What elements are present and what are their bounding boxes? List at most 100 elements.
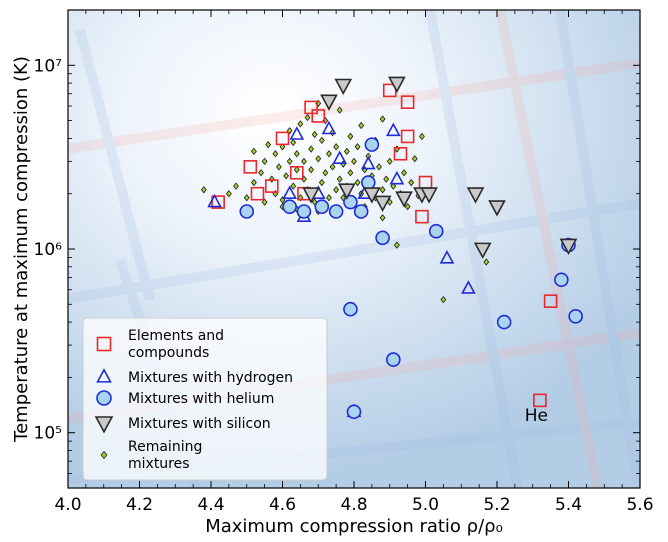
data-point — [318, 178, 325, 187]
data-point — [559, 238, 578, 256]
data-point — [354, 143, 361, 151]
data-point — [311, 109, 326, 123]
data-point — [401, 169, 407, 177]
data-point — [346, 404, 362, 420]
data-point — [265, 140, 272, 149]
data-point — [304, 113, 311, 122]
data-point — [322, 169, 329, 177]
data-point — [314, 199, 330, 214]
data-point — [351, 157, 357, 165]
data-point — [311, 130, 318, 139]
x-tick-label: 4.6 — [269, 495, 296, 515]
series-triangle-down — [302, 76, 578, 259]
data-point — [393, 146, 408, 161]
data-point — [321, 120, 337, 135]
data-point — [336, 106, 343, 114]
data-point — [389, 170, 405, 185]
data-point — [243, 194, 250, 202]
data-point — [440, 296, 447, 304]
data-point — [258, 169, 264, 177]
data-point — [483, 258, 490, 266]
data-point — [326, 150, 332, 158]
y-axis-label: Temperature at maximum compression (K) — [11, 56, 32, 443]
data-point — [390, 182, 397, 190]
legend-marker — [96, 368, 112, 383]
data-point — [243, 160, 258, 174]
data-point — [326, 194, 332, 202]
data-point — [386, 352, 401, 367]
data-point — [302, 187, 320, 204]
y-tick-label: 10⁵ — [34, 424, 62, 444]
data-point — [360, 155, 376, 170]
data-point — [415, 209, 429, 224]
x-tick-label: 5.2 — [483, 495, 510, 515]
legend-label: Mixtures with silicon — [128, 416, 271, 432]
data-point — [488, 200, 506, 217]
data-point — [301, 157, 307, 165]
data-point — [261, 198, 268, 206]
legend-label: Mixtures with hydrogen — [128, 370, 293, 386]
data-point — [347, 169, 354, 177]
data-point — [373, 195, 392, 213]
data-point — [279, 143, 286, 151]
data-point — [343, 301, 358, 317]
data-point — [363, 187, 381, 204]
data-point — [334, 78, 353, 96]
data-point — [250, 147, 257, 156]
data-point — [347, 132, 354, 141]
data-point — [386, 157, 393, 165]
data-point — [439, 250, 455, 264]
data-point — [297, 120, 304, 128]
data-point — [225, 190, 232, 198]
data-point — [286, 157, 293, 165]
data-point — [400, 129, 415, 144]
data-point — [207, 193, 222, 208]
x-tick-label: 4.8 — [340, 495, 367, 515]
data-point — [364, 137, 380, 152]
data-point — [496, 314, 512, 330]
data-point — [276, 163, 282, 171]
data-point — [360, 175, 376, 190]
data-point — [250, 178, 257, 187]
data-point — [385, 122, 401, 137]
legend-box — [82, 317, 328, 481]
data-point — [353, 204, 369, 219]
data-point — [400, 95, 415, 109]
data-point — [420, 187, 438, 204]
data-point — [393, 241, 400, 249]
data-point — [275, 131, 290, 146]
data-point — [543, 294, 558, 308]
x-tick-label: 4.0 — [54, 495, 81, 515]
data-point — [293, 150, 300, 158]
data-point — [419, 132, 425, 141]
data-point — [329, 163, 336, 171]
legend-label: Remaining mixtures — [128, 439, 202, 472]
data-point — [568, 309, 583, 324]
legend-label: Mixtures with helium — [128, 391, 274, 407]
data-point — [473, 242, 492, 259]
legend: Elements and compounds Mixtures with hydro… — [82, 317, 328, 481]
data-point — [304, 100, 318, 115]
data-point — [272, 150, 279, 158]
data-point — [283, 172, 289, 180]
data-point — [289, 126, 305, 140]
data-point — [332, 150, 348, 165]
data-point — [383, 175, 390, 183]
data-point — [338, 183, 356, 200]
legend-marker — [94, 416, 114, 434]
data-point — [289, 165, 304, 180]
data-point — [239, 204, 255, 219]
data-point — [461, 280, 476, 294]
legend-marker — [96, 336, 112, 352]
data-point — [404, 203, 411, 211]
data-point — [379, 214, 386, 222]
data-point — [290, 138, 297, 147]
data-point — [354, 178, 361, 187]
data-point — [282, 185, 297, 200]
data-point — [200, 186, 207, 194]
data-point — [308, 145, 315, 153]
y-tick-label: 10⁷ — [34, 56, 63, 76]
data-point — [411, 155, 418, 163]
data-point — [376, 163, 382, 171]
data-point — [388, 76, 406, 94]
